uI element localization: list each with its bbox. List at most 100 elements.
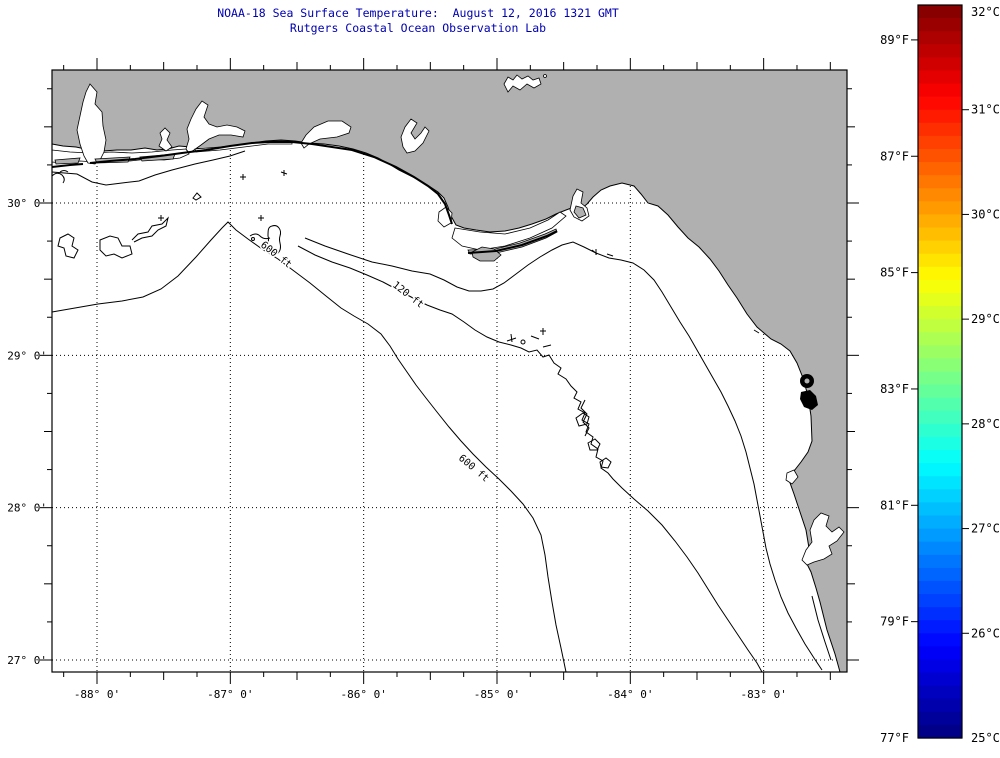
colorbar-band (918, 162, 962, 176)
colorbar-band (918, 502, 962, 517)
contour-label-120ft: 120 ft (390, 280, 425, 311)
bend-marks (591, 249, 614, 257)
y-axis-tick-label: 27° 0' (7, 654, 47, 667)
inner-shelf-contour (51, 150, 246, 186)
colorbar-band (918, 436, 962, 451)
panhandle-shore (51, 141, 453, 225)
colorbar (918, 5, 962, 739)
contour-120ft (297, 245, 763, 673)
colorbar-band (918, 646, 962, 661)
colorbar-band (918, 306, 962, 320)
perdido-bay (158, 127, 173, 152)
shoal-marks (506, 328, 552, 348)
colorbar-band (918, 332, 962, 346)
y-axis-tick-label: 29° 0' (7, 349, 47, 362)
figure-title: NOAA-18 Sea Surface Temperature: August … (0, 6, 836, 36)
island-mark (158, 215, 164, 221)
x-axis-tick-label: -84° 0' (607, 688, 653, 701)
colorbar-band (918, 633, 962, 647)
colorbar-fahrenheit-label: 83°F (880, 382, 909, 396)
reef-blob (575, 412, 590, 427)
colorbar-band (918, 554, 962, 569)
colorbar-band (918, 175, 962, 189)
colorbar-band (918, 515, 962, 530)
title-line1: NOAA-18 Sea Surface Temperature: August … (217, 6, 619, 20)
colorbar-band (918, 594, 962, 608)
colorbar-band (918, 57, 962, 72)
reef-zigzag (580, 399, 590, 437)
marsh-island (99, 235, 133, 259)
colorbar-band (918, 319, 962, 333)
colorbar-celsius-label: 28°C (971, 417, 1000, 431)
cross-mark (240, 174, 246, 180)
colorbar-celsius-label: 26°C (971, 626, 1000, 640)
colorbar-band (918, 135, 962, 150)
y-axis-tick-label: 28° 0' (7, 502, 47, 515)
lake-seminole-pond (543, 74, 547, 78)
x-axis-tick-label: -87° 0' (207, 688, 253, 701)
reef-blob (599, 457, 612, 469)
dot-island (251, 237, 255, 241)
coastal-dark-features (800, 374, 818, 410)
colorbar-band (918, 5, 962, 19)
colorbar-band (918, 266, 962, 281)
colorbar-band (918, 410, 962, 425)
title-line2: Rutgers Coastal Ocean Observation Lab (289, 21, 547, 35)
shoal-loop (266, 225, 282, 255)
colorbar-band (918, 397, 962, 412)
contour-600ft (51, 221, 567, 673)
colorbar-band (918, 109, 962, 124)
colorbar-band (918, 620, 962, 634)
bathymetry-contours (51, 150, 832, 673)
colorbar-band (918, 463, 962, 477)
colorbar-celsius-label: 25°C (971, 731, 1000, 745)
bay-tongue-island (573, 205, 587, 219)
colorbar-band (918, 44, 962, 58)
apalachicola-lagoon (451, 211, 567, 251)
colorbar-fahrenheit-label: 81°F (880, 498, 909, 512)
colorbar-band (918, 188, 962, 202)
colorbar-band (918, 685, 962, 700)
colorbar-celsius-label: 30°C (971, 207, 1000, 221)
colorbar-band (918, 607, 962, 621)
bays-and-lagoons (51, 74, 845, 566)
colorbar-band (918, 489, 962, 503)
colorbar-band (918, 122, 962, 137)
dot-island (520, 339, 526, 345)
colorbar-fahrenheit-label: 89°F (880, 33, 909, 47)
colorbar-band (918, 292, 962, 307)
colorbar-fahrenheit-label: 87°F (880, 149, 909, 163)
coastal-blob (800, 390, 818, 410)
marsh-island (57, 233, 79, 259)
colorbar-band (918, 450, 962, 464)
tiny-island (192, 192, 202, 201)
colorbar-band (918, 698, 962, 713)
colorbar-fahrenheit-label: 85°F (880, 266, 909, 280)
gulf-front-shore (51, 141, 558, 254)
x-axis-tick-label: -86° 0' (340, 688, 386, 701)
x-axis-tick-label: -85° 0' (474, 688, 520, 701)
contour-label-600ft-west: 600 ft (258, 240, 293, 271)
axis-ticks (40, 58, 859, 684)
colorbar-band (918, 371, 962, 386)
colorbar-celsius-label: 27°C (971, 522, 1000, 536)
colorbar-band (918, 148, 962, 163)
y-axis-tick-label: 30° 0' (7, 197, 47, 210)
choctawhatchee-bay (300, 120, 352, 149)
colorbar-celsius-label: 31°C (971, 103, 1000, 117)
colorbar-band (918, 580, 962, 595)
mobile-bay (76, 83, 107, 165)
colorbar-band (918, 541, 962, 556)
st-andrew-bay (400, 118, 430, 154)
cross-mark (280, 170, 288, 176)
colorbar-band (918, 31, 962, 45)
delta-marsh-squiggle (51, 170, 69, 184)
colorbar-band (918, 711, 962, 726)
colorbar-band (918, 70, 962, 85)
lake-seminole (503, 74, 542, 93)
colorbar-band (918, 279, 962, 294)
colorbar-band (918, 253, 962, 268)
sarasota-bar-line (811, 595, 832, 661)
nearshore-contour (304, 237, 823, 671)
colorbar-band (918, 240, 962, 255)
